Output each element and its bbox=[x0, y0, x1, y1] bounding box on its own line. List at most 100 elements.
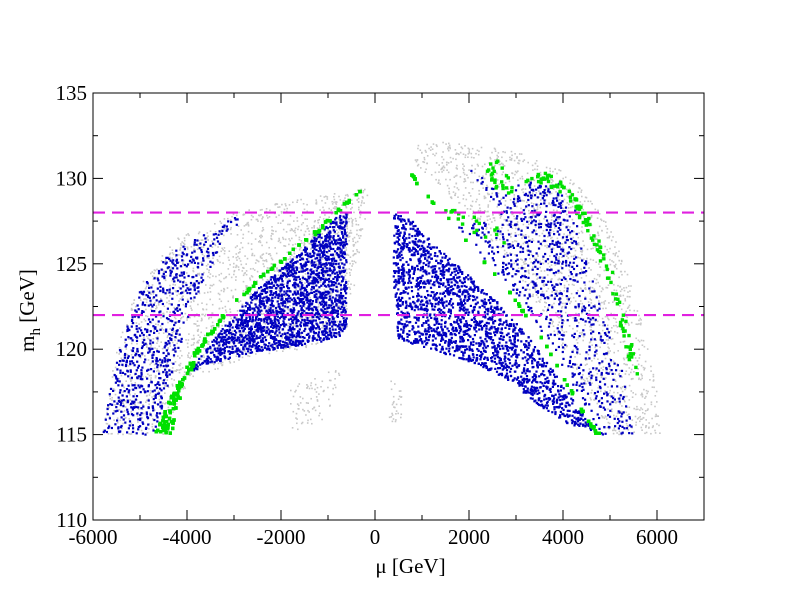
blue-point bbox=[146, 369, 149, 372]
gray-point bbox=[591, 203, 593, 205]
blue-point bbox=[200, 276, 203, 279]
gray-point bbox=[186, 248, 189, 250]
gray-point bbox=[289, 223, 291, 226]
gray-point bbox=[217, 326, 220, 328]
gray-point bbox=[253, 269, 256, 271]
gray-point bbox=[235, 214, 238, 217]
blue-point bbox=[113, 400, 116, 403]
gray-point bbox=[256, 270, 259, 273]
blue-point bbox=[124, 338, 127, 341]
gray-point bbox=[629, 296, 631, 298]
gray-point bbox=[319, 209, 321, 211]
gray-point bbox=[448, 190, 450, 193]
gray-point bbox=[553, 302, 555, 305]
gray-point bbox=[152, 292, 155, 295]
gray-point bbox=[611, 337, 614, 340]
blue-point bbox=[130, 360, 134, 363]
blue-point bbox=[325, 251, 328, 254]
blue-point bbox=[154, 327, 157, 330]
blue-point bbox=[120, 399, 123, 402]
blue-point bbox=[191, 251, 194, 254]
gray-point bbox=[334, 371, 337, 373]
blue-point bbox=[322, 305, 325, 308]
gray-point bbox=[276, 270, 279, 272]
blue-point bbox=[195, 292, 198, 295]
gray-point bbox=[335, 202, 337, 204]
gray-point bbox=[614, 330, 616, 333]
gray-point bbox=[628, 324, 630, 326]
gray-point bbox=[637, 368, 639, 370]
blue-point bbox=[134, 309, 137, 312]
gray-point bbox=[359, 213, 362, 216]
gray-point bbox=[483, 197, 486, 200]
gray-point bbox=[291, 229, 293, 231]
gray-point bbox=[538, 300, 540, 302]
gray-point bbox=[652, 425, 654, 427]
blue-point bbox=[143, 343, 146, 346]
gray-point bbox=[306, 210, 308, 213]
gray-point bbox=[151, 275, 154, 278]
blue-point bbox=[257, 345, 261, 348]
gray-point bbox=[275, 350, 278, 352]
gray-point bbox=[169, 287, 172, 289]
gray-point bbox=[352, 238, 354, 240]
gray-point bbox=[204, 315, 206, 317]
blue-point bbox=[141, 303, 144, 306]
gray-point bbox=[200, 358, 202, 361]
gray-point bbox=[554, 216, 556, 218]
gray-point bbox=[297, 428, 299, 431]
gray-point bbox=[182, 263, 184, 266]
gray-point bbox=[431, 148, 434, 150]
blue-point bbox=[193, 296, 196, 299]
gray-point bbox=[153, 367, 156, 370]
gray-point bbox=[540, 295, 542, 298]
gray-point bbox=[145, 298, 147, 300]
gray-point bbox=[645, 419, 647, 421]
blue-point bbox=[168, 369, 171, 372]
blue-point bbox=[161, 361, 164, 364]
gray-point bbox=[186, 272, 188, 274]
blue-point bbox=[112, 389, 115, 392]
blue-point bbox=[315, 239, 318, 242]
gray-point bbox=[243, 225, 246, 227]
blue-point bbox=[268, 333, 271, 336]
gray-point bbox=[592, 318, 594, 321]
gray-point bbox=[496, 179, 499, 181]
gray-point bbox=[348, 239, 350, 242]
gray-point bbox=[342, 222, 345, 225]
gray-point bbox=[558, 169, 560, 171]
gray-point bbox=[618, 295, 621, 297]
blue-point bbox=[126, 356, 129, 359]
gray-point bbox=[184, 246, 187, 248]
gray-point bbox=[356, 240, 359, 243]
gray-point bbox=[322, 323, 324, 325]
gray-point bbox=[604, 245, 606, 248]
gray-point bbox=[498, 213, 501, 215]
blue-point bbox=[296, 290, 299, 293]
blue-point bbox=[127, 384, 130, 387]
gray-point bbox=[282, 236, 284, 239]
gray-point bbox=[565, 345, 568, 348]
gray-point bbox=[117, 433, 119, 435]
gray-point bbox=[167, 321, 169, 324]
gray-point bbox=[504, 151, 506, 154]
blue-point bbox=[144, 328, 147, 331]
blue-point bbox=[169, 319, 172, 322]
blue-point bbox=[137, 364, 140, 367]
blue-point bbox=[182, 281, 185, 284]
gray-point bbox=[114, 393, 117, 396]
gray-point bbox=[479, 207, 481, 210]
gray-point bbox=[356, 250, 359, 253]
gray-point bbox=[489, 156, 491, 159]
gray-point bbox=[118, 377, 120, 380]
gray-point bbox=[308, 242, 311, 245]
gray-point bbox=[168, 398, 171, 401]
gray-point bbox=[163, 313, 165, 316]
gray-point bbox=[288, 278, 291, 281]
gray-point bbox=[580, 230, 583, 233]
gray-point bbox=[130, 432, 133, 435]
gray-point bbox=[468, 215, 470, 217]
gray-point bbox=[300, 334, 302, 336]
gray-point bbox=[621, 411, 623, 413]
gray-point bbox=[514, 227, 517, 230]
